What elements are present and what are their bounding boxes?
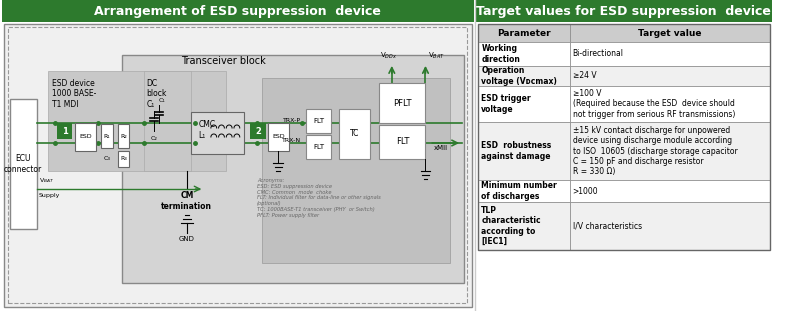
Text: Target values for ESD suppression  device: Target values for ESD suppression device <box>476 4 771 17</box>
Text: R₃: R₃ <box>120 156 126 161</box>
Bar <box>478 24 770 250</box>
Text: ≥24 V: ≥24 V <box>573 72 596 81</box>
Text: Working
direction: Working direction <box>482 44 520 64</box>
Text: R₁: R₁ <box>103 133 110 138</box>
Bar <box>477 0 772 22</box>
Text: Bi-directional: Bi-directional <box>573 49 624 58</box>
Bar <box>48 71 226 171</box>
Bar <box>268 123 289 151</box>
Bar <box>379 125 426 159</box>
Bar <box>478 24 570 42</box>
Bar <box>118 124 129 148</box>
Text: Acronyms:
ESD: ESD suppression device
CMC: Common  mode  choke
FLT: Individual f: Acronyms: ESD: ESD suppression device CM… <box>257 178 381 218</box>
Text: ±15 kV contact discharge for unpowered
device using discharge module according
t: ±15 kV contact discharge for unpowered d… <box>573 126 738 176</box>
Bar <box>570 122 770 180</box>
Text: FLT: FLT <box>313 144 324 150</box>
Text: ESD device
1000 BASE-
T1 MDI: ESD device 1000 BASE- T1 MDI <box>52 79 97 109</box>
Text: V$_{DDx}$: V$_{DDx}$ <box>380 51 398 61</box>
Text: DC
block
C₁: DC block C₁ <box>146 79 166 109</box>
Bar <box>4 24 472 307</box>
Text: PFLT: PFLT <box>393 99 412 108</box>
Bar <box>101 124 113 148</box>
Text: Target value: Target value <box>638 29 702 38</box>
Text: xMII: xMII <box>434 145 448 151</box>
Text: ≥100 V
(Required because the ESD  device should
not trigger from serious RF tran: ≥100 V (Required because the ESD device … <box>573 89 735 119</box>
Text: C₂: C₂ <box>150 137 158 142</box>
Bar <box>570 66 770 86</box>
Text: FLT: FLT <box>396 137 409 146</box>
Text: V$_{BAT}$: V$_{BAT}$ <box>428 51 446 61</box>
Bar <box>478 180 570 202</box>
Bar <box>75 123 96 151</box>
Text: V$_{BAT}$: V$_{BAT}$ <box>38 176 54 185</box>
Text: C₁: C₁ <box>159 99 166 104</box>
Text: Minimum number
of discharges: Minimum number of discharges <box>482 181 557 201</box>
Text: TLP
characteristic
according to
[IEC1]: TLP characteristic according to [IEC1] <box>482 206 541 246</box>
Bar <box>379 83 426 123</box>
Text: CM
termination: CM termination <box>162 191 212 211</box>
Bar <box>145 71 190 171</box>
Bar <box>478 202 570 250</box>
Bar <box>570 202 770 250</box>
Text: 1: 1 <box>62 127 67 136</box>
Bar <box>478 122 570 180</box>
Text: ESD: ESD <box>272 134 285 140</box>
Text: Operation
voltage (Vᴅcmax): Operation voltage (Vᴅcmax) <box>482 66 557 86</box>
Text: ESD  robustness
against damage: ESD robustness against damage <box>482 141 551 161</box>
Text: ESD trigger
voltage: ESD trigger voltage <box>482 94 531 114</box>
Bar <box>306 135 331 159</box>
Bar <box>339 109 370 159</box>
Bar <box>122 55 464 283</box>
Bar <box>262 78 450 263</box>
Text: TC: TC <box>350 129 359 138</box>
Text: Parameter: Parameter <box>498 29 551 38</box>
Text: R₂: R₂ <box>120 133 126 138</box>
Text: FLT: FLT <box>313 118 324 124</box>
Text: C₃: C₃ <box>103 156 110 161</box>
Bar <box>570 24 770 42</box>
Bar <box>8 27 467 303</box>
Bar <box>2 0 474 22</box>
Text: I/V characteristics: I/V characteristics <box>573 221 642 230</box>
Bar <box>10 99 37 229</box>
Bar <box>570 42 770 66</box>
Bar <box>190 112 244 154</box>
Bar <box>478 42 570 66</box>
Bar <box>57 123 72 139</box>
Text: TRX-N: TRX-N <box>282 137 302 142</box>
Bar <box>306 109 331 133</box>
Text: CMC
L₁: CMC L₁ <box>198 120 215 140</box>
Bar <box>118 151 129 167</box>
Text: ECU
connector: ECU connector <box>4 154 42 174</box>
Bar <box>478 86 570 122</box>
Text: >1000: >1000 <box>573 187 598 196</box>
Text: 2: 2 <box>255 127 261 136</box>
Bar <box>478 66 570 86</box>
Text: TRX-P: TRX-P <box>283 118 302 123</box>
Text: Supply: Supply <box>38 193 60 198</box>
Bar <box>570 180 770 202</box>
Text: ESD: ESD <box>79 134 92 140</box>
Bar <box>570 86 770 122</box>
Text: Transceiver block: Transceiver block <box>181 56 266 66</box>
Bar <box>250 123 266 139</box>
Text: Arrangement of ESD suppression  device: Arrangement of ESD suppression device <box>94 4 382 17</box>
Text: GND: GND <box>179 236 194 242</box>
